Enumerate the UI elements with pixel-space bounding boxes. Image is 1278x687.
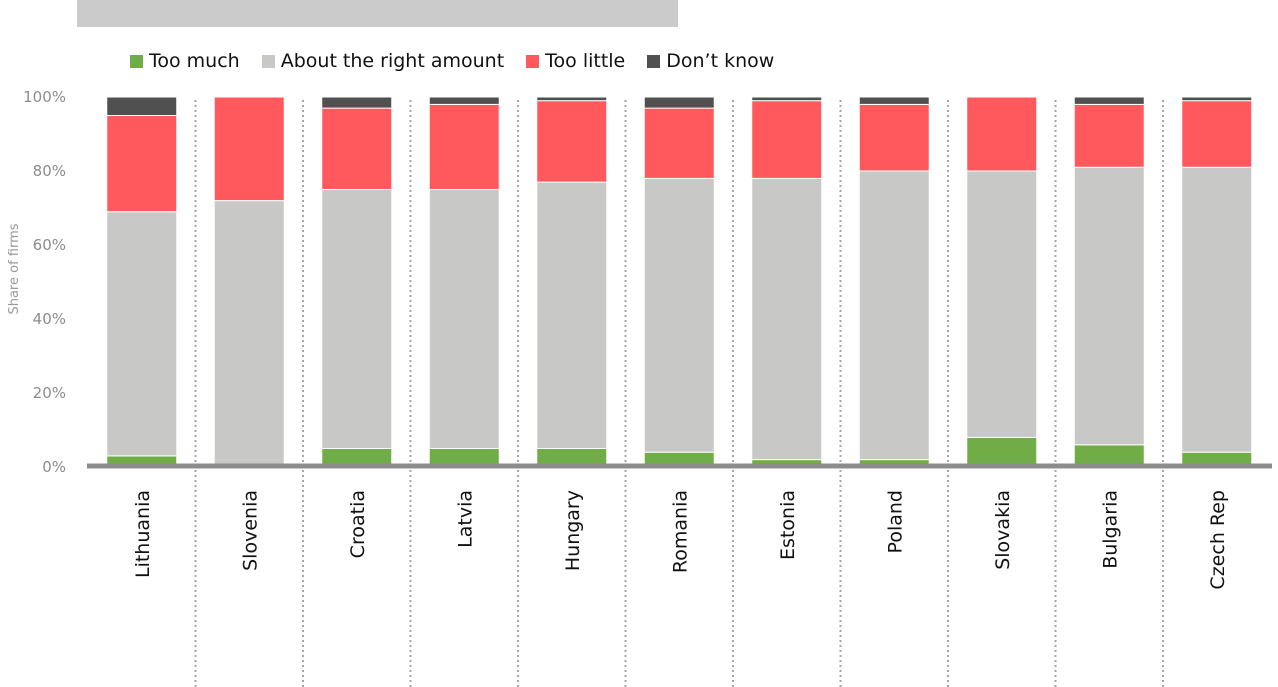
- y-tick-label: 0%: [42, 458, 66, 476]
- bar-slovenia-too-little: [213, 96, 285, 202]
- bar-czech-rep-don-t-know: [1181, 96, 1253, 102]
- y-tick-label: 100%: [23, 88, 66, 106]
- bar-croatia-don-t-know: [321, 96, 393, 109]
- y-axis-title: Share of firms: [7, 223, 22, 314]
- bar-bulgaria-too-little: [1073, 103, 1145, 168]
- bar-estonia-about-the-right-amount: [751, 177, 823, 461]
- legend-swatch-too-much: [130, 54, 143, 68]
- bar-romania-don-t-know: [643, 96, 715, 109]
- x-tick-label-slovenia: Slovenia: [239, 490, 261, 571]
- legend-swatch-too-little: [526, 54, 540, 68]
- bar-slovenia-about-the-right-amount: [213, 200, 285, 468]
- y-axis: Share of firms 0% 20% 40% 60% 80% 100%: [7, 88, 66, 476]
- y-tick-label: 60%: [33, 236, 66, 254]
- y-tick-label: 40%: [33, 310, 66, 328]
- bar-romania-about-the-right-amount: [643, 177, 715, 453]
- legend-swatch-about-right: [261, 54, 275, 68]
- bar-latvia-about-the-right-amount: [428, 189, 500, 449]
- bar-latvia-too-little: [428, 103, 500, 190]
- bar-hungary-too-little: [536, 100, 608, 183]
- legend-label-too-little: Too little: [545, 50, 626, 72]
- y-tick-label: 20%: [33, 384, 66, 402]
- legend-item-dont-know: Don’t know: [647, 50, 774, 72]
- bar-estonia-don-t-know: [751, 96, 823, 102]
- x-tick-label-lithuania: Lithuania: [132, 490, 154, 578]
- legend-item-about-right: About the right amount: [261, 50, 505, 72]
- bar-czech-rep-too-little: [1181, 100, 1253, 168]
- bar-slovakia-about-the-right-amount: [966, 170, 1038, 438]
- title-placeholder-bar: [77, 0, 678, 27]
- legend-item-too-much: Too much: [130, 50, 240, 72]
- bar-hungary-don-t-know: [536, 96, 608, 102]
- bar-slovakia-too-little: [966, 96, 1038, 172]
- legend-label-dont-know: Don’t know: [666, 50, 775, 72]
- x-tick-label-estonia: Estonia: [777, 490, 799, 560]
- bar-poland-don-t-know: [858, 96, 930, 105]
- x-axis-labels: Lithuania Slovenia Croatia Latvia Hungary Rom…: [132, 490, 1229, 590]
- x-tick-label-romania: Romania: [669, 490, 691, 573]
- bar-latvia-don-t-know: [428, 96, 500, 105]
- x-tick-label-slovakia: Slovakia: [992, 490, 1014, 570]
- bar-estonia-too-little: [751, 100, 823, 179]
- legend-label-too-much: Too much: [149, 50, 240, 72]
- bar-hungary-about-the-right-amount: [536, 181, 608, 449]
- legend-label-about-right: About the right amount: [280, 50, 505, 72]
- x-tick-label-poland: Poland: [884, 490, 906, 553]
- x-tick-label-czech-rep: Czech Rep: [1207, 490, 1229, 590]
- bar-romania-too-little: [643, 107, 715, 179]
- legend: Too much About the right amount Too litt…: [130, 48, 774, 74]
- legend-swatch-dont-know: [647, 54, 661, 68]
- bar-bulgaria-about-the-right-amount: [1073, 166, 1145, 446]
- bar-lithuania-about-the-right-amount: [106, 211, 178, 457]
- bar-lithuania-don-t-know: [106, 96, 178, 116]
- x-tick-label-latvia: Latvia: [454, 490, 476, 548]
- x-tick-label-hungary: Hungary: [562, 490, 584, 571]
- x-tick-label-croatia: Croatia: [347, 490, 369, 558]
- bar-poland-too-little: [858, 103, 930, 172]
- legend-item-too-little: Too little: [526, 50, 625, 72]
- y-tick-label: 80%: [33, 162, 66, 180]
- bar-croatia-too-little: [321, 107, 393, 190]
- bar-lithuania-too-little: [106, 115, 178, 213]
- bar-slovakia-too-much: [966, 436, 1038, 468]
- bar-croatia-about-the-right-amount: [321, 189, 393, 449]
- bar-poland-about-the-right-amount: [858, 170, 930, 461]
- x-tick-label-bulgaria: Bulgaria: [1099, 490, 1121, 569]
- bar-czech-rep-about-the-right-amount: [1181, 166, 1253, 453]
- bars-layer: [106, 96, 1253, 468]
- bar-bulgaria-don-t-know: [1073, 96, 1145, 105]
